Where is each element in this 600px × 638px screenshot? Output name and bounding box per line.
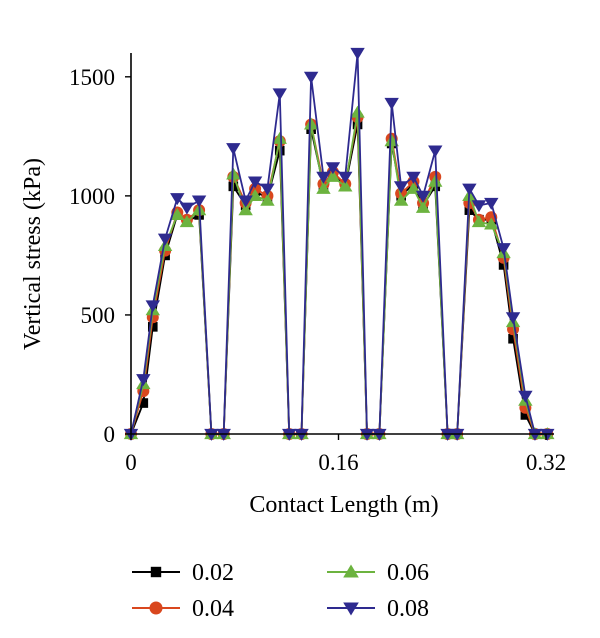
y-axis-title: Vertical stress (kPa): [20, 158, 46, 350]
data-point: [384, 97, 399, 110]
data-point: [294, 428, 309, 441]
x-tick-label: 0.16: [318, 450, 358, 475]
series-line: [130, 52, 548, 435]
data-point: [179, 202, 195, 215]
data-point: [338, 171, 353, 184]
data-point: [359, 428, 375, 441]
data-point: [238, 195, 253, 208]
series-0.08: [123, 47, 555, 441]
data-point: [149, 601, 163, 615]
ticks: 0 500 1000 1500 0 0.16 0.32: [69, 65, 566, 475]
y-tick-label: 1000: [69, 184, 115, 209]
series-line: [130, 111, 548, 435]
data-point: [440, 428, 455, 441]
legend: 0.02 0.04 0.06 0.08: [132, 560, 429, 622]
data-point: [247, 176, 263, 189]
data-point: [325, 169, 341, 182]
data-point: [462, 183, 477, 196]
data-point: [350, 105, 365, 118]
series-0.02: [126, 119, 553, 439]
data-point: [393, 181, 409, 194]
data-point: [496, 243, 511, 256]
legend-item-0.08: 0.08: [327, 596, 429, 622]
data-point: [343, 602, 359, 616]
data-point: [247, 188, 263, 201]
data-point: [518, 390, 533, 403]
data-point: [508, 333, 518, 344]
data-point: [138, 398, 149, 408]
data-point: [282, 428, 297, 441]
data-point: [260, 193, 275, 206]
series-line: [130, 116, 548, 435]
data-point: [415, 200, 431, 213]
data-point: [471, 215, 487, 228]
data-point: [338, 179, 353, 192]
series-layer: [123, 47, 555, 441]
data-point: [260, 183, 275, 196]
data-point: [238, 203, 253, 216]
data-point: [325, 162, 341, 175]
y-tick-label: 500: [81, 303, 116, 328]
data-point: [136, 374, 151, 387]
data-point: [384, 134, 399, 147]
series-0.04: [125, 111, 554, 440]
data-point: [415, 190, 431, 203]
axes: [130, 53, 554, 435]
legend-label: 0.06: [387, 560, 429, 586]
legend-label: 0.04: [192, 596, 234, 622]
x-tick-label: 0: [125, 450, 137, 475]
data-point: [498, 260, 509, 270]
data-point: [179, 215, 195, 228]
data-point: [170, 193, 185, 206]
legend-label: 0.02: [192, 560, 234, 586]
data-point: [428, 145, 443, 158]
data-point: [527, 428, 543, 441]
data-point: [272, 88, 287, 101]
legend-item-0.02: 0.02: [132, 560, 234, 586]
data-point: [372, 428, 387, 441]
series-0.06: [123, 105, 555, 440]
x-axis-title: Contact Length (m): [249, 492, 438, 518]
x-tick-label: 0.32: [526, 450, 566, 475]
data-point: [393, 193, 409, 206]
data-point: [157, 233, 173, 246]
data-point: [226, 143, 241, 156]
data-point: [145, 300, 160, 313]
y-tick-label: 0: [104, 422, 116, 447]
data-point: [204, 428, 219, 441]
data-point: [520, 410, 531, 420]
data-point: [350, 47, 365, 60]
data-point: [484, 197, 499, 210]
data-point: [406, 171, 421, 184]
data-point: [449, 428, 465, 441]
series-line: [130, 123, 548, 435]
data-point: [540, 428, 555, 441]
legend-label: 0.08: [387, 596, 429, 622]
data-point: [272, 131, 287, 144]
data-point: [484, 217, 499, 230]
data-point: [316, 171, 331, 184]
data-point: [505, 312, 521, 325]
data-point: [471, 200, 487, 213]
data-point: [428, 174, 443, 187]
data-point: [343, 564, 359, 578]
data-point: [216, 428, 231, 441]
data-point: [303, 71, 319, 84]
data-point: [147, 322, 158, 332]
data-point: [191, 195, 207, 208]
data-point: [170, 208, 185, 221]
y-tick-label: 1500: [69, 65, 115, 90]
data-point: [303, 117, 319, 130]
data-point: [316, 181, 331, 194]
data-point: [150, 566, 162, 578]
legend-item-0.04: 0.04: [132, 596, 234, 622]
legend-item-0.06: 0.06: [327, 560, 429, 586]
